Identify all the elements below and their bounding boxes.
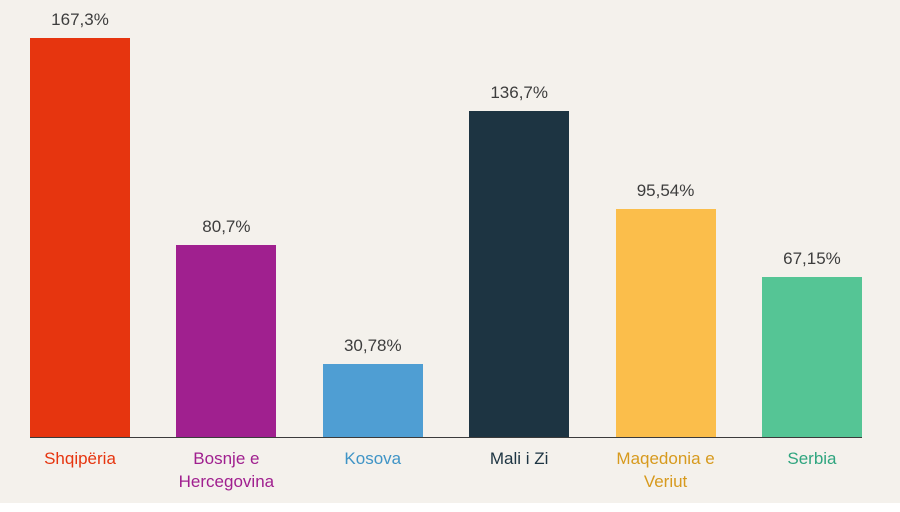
bar-value-label: 30,78% xyxy=(343,336,402,355)
bar xyxy=(615,209,716,437)
bars-row: 167,3% 80,7% 30,78% 136,7% 95,54% 67,15% xyxy=(30,0,862,437)
category-label: Serbia xyxy=(787,449,837,468)
bar-value-label: 95,54% xyxy=(636,181,695,200)
bar-group: 30,78% xyxy=(322,336,423,437)
bottom-white-strip xyxy=(0,503,900,512)
bar-group: 95,54% xyxy=(615,181,716,437)
bar xyxy=(761,277,862,437)
bar-group: 80,7% xyxy=(176,217,277,437)
bar-group: 136,7% xyxy=(469,83,570,437)
bar-chart: 167,3% 80,7% 30,78% 136,7% 95,54% 67,15% Shqi… xyxy=(30,0,862,494)
bar xyxy=(30,38,130,437)
category-label: Shqipëria xyxy=(44,449,116,468)
bar-value-label: 67,15% xyxy=(783,249,841,268)
bar-group: 67,15% xyxy=(761,249,862,437)
bar-value-label: 136,7% xyxy=(490,83,548,102)
category-label: Mali i Zi xyxy=(489,449,549,468)
bar-group: 167,3% xyxy=(30,10,130,437)
bar xyxy=(469,111,570,437)
category-label: Bosnje e Hercegovina xyxy=(178,449,275,491)
bar-value-label: 80,7% xyxy=(202,217,251,236)
bar xyxy=(322,364,423,437)
category-labels-row: Shqipëria Bosnje e Hercegovina Kosova Mali … xyxy=(30,448,862,494)
category-label: Maqedonia e Veriut xyxy=(616,449,715,491)
bar-value-label: 167,3% xyxy=(51,10,109,29)
x-axis-line xyxy=(30,437,862,438)
category-label: Kosova xyxy=(344,449,402,468)
bar xyxy=(176,245,277,437)
